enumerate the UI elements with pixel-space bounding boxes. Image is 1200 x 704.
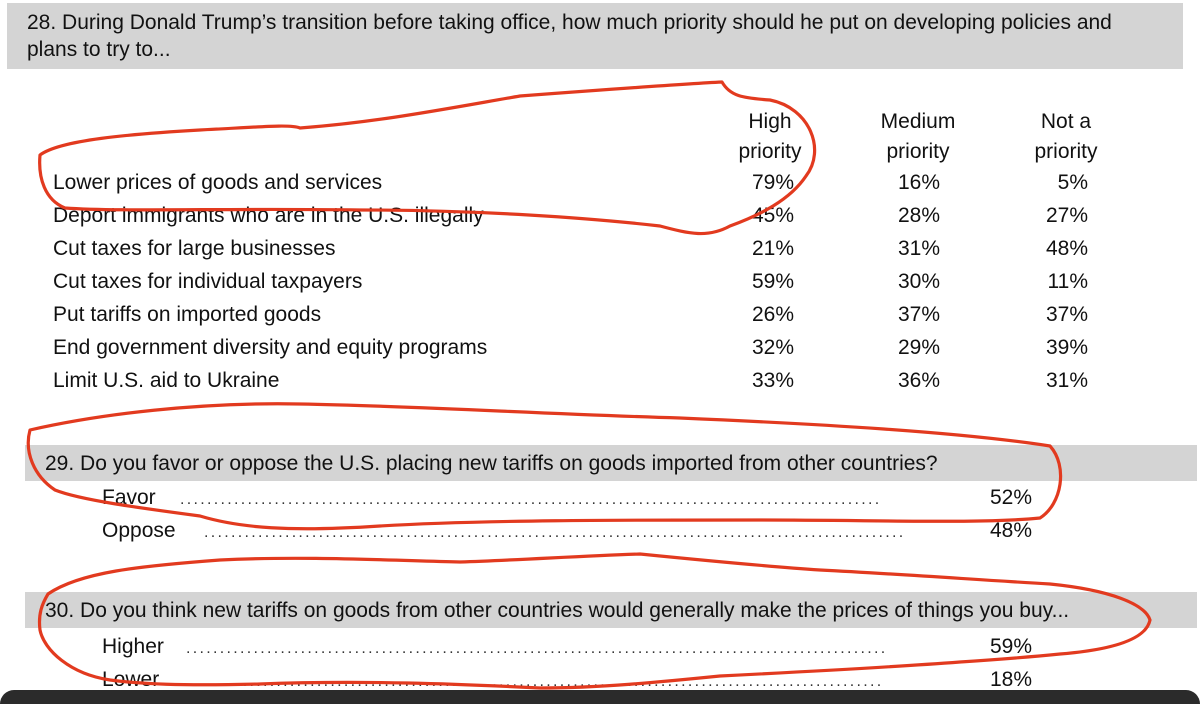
table-row: End government diversity and equity prog…: [0, 333, 1200, 363]
bottom-device-edge: [0, 690, 1200, 704]
table-row: Cut taxes for individual taxpayers 59% 3…: [0, 267, 1200, 297]
question-29-header: 29. Do you favor or oppose the U.S. plac…: [25, 445, 1197, 481]
column-header-line2: priority: [886, 140, 950, 163]
table-row: Limit U.S. aid to Ukraine 33% 36% 31%: [0, 366, 1200, 396]
not-priority-value: 5%: [1057, 171, 1088, 194]
high-priority-value: 21%: [751, 237, 794, 260]
dot-leader: ........................................…: [180, 491, 882, 508]
row-label: Limit U.S. aid to Ukraine: [53, 369, 280, 392]
question-30-text: 30. Do you think new tariffs on goods fr…: [45, 599, 1070, 622]
row-label: Cut taxes for individual taxpayers: [53, 270, 363, 293]
answer-label: Favor: [102, 486, 156, 509]
column-header-line2: priority: [738, 140, 802, 163]
question-30-header: 30. Do you think new tariffs on goods fr…: [25, 592, 1197, 628]
high-priority-value: 33%: [751, 369, 794, 392]
table-row: Lower prices of goods and services 79% 1…: [0, 168, 1200, 198]
not-priority-value: 39%: [1045, 336, 1088, 359]
medium-priority-value: 16%: [897, 171, 940, 194]
answer-label: Oppose: [102, 519, 176, 542]
column-header-line1: Medium: [880, 110, 956, 133]
table-row: Put tariffs on imported goods 26% 37% 37…: [0, 300, 1200, 330]
question-28-text: 28. During Donald Trump’s transition bef…: [27, 11, 1112, 61]
medium-priority-value: 36%: [897, 369, 940, 392]
column-header-line2: priority: [1034, 140, 1098, 163]
medium-priority-value: 28%: [897, 204, 940, 227]
high-priority-value: 45%: [751, 204, 794, 227]
not-priority-value: 11%: [1047, 270, 1088, 293]
table-row: Cut taxes for large businesses 21% 31% 4…: [0, 234, 1200, 264]
answer-row-higher: Higher .................................…: [0, 632, 1200, 662]
dot-leader: ........................................…: [186, 640, 888, 657]
table-row: Deport immigrants who are in the U.S. il…: [0, 201, 1200, 231]
answer-value: 52%: [989, 486, 1032, 509]
medium-priority-value: 30%: [897, 270, 940, 293]
dot-leader: ........................................…: [204, 524, 906, 541]
medium-priority-value: 29%: [897, 336, 940, 359]
column-header-not-a-priority: Not a priority: [991, 107, 1141, 167]
not-priority-value: 31%: [1045, 369, 1088, 392]
high-priority-value: 59%: [751, 270, 794, 293]
high-priority-value: 32%: [751, 336, 794, 359]
row-label: Cut taxes for large businesses: [53, 237, 336, 260]
row-label: Put tariffs on imported goods: [53, 303, 322, 326]
high-priority-value: 79%: [751, 171, 794, 194]
not-priority-value: 37%: [1045, 303, 1088, 326]
row-label: Deport immigrants who are in the U.S. il…: [53, 204, 484, 227]
column-header-line1: High: [748, 110, 792, 133]
answer-row-oppose: Oppose .................................…: [0, 516, 1200, 546]
medium-priority-value: 37%: [897, 303, 940, 326]
question-29-text: 29. Do you favor or oppose the U.S. plac…: [45, 452, 938, 475]
answer-value: 48%: [989, 519, 1032, 542]
column-header-high-priority: High priority: [695, 107, 845, 167]
high-priority-value: 26%: [751, 303, 794, 326]
medium-priority-value: 31%: [897, 237, 940, 260]
question-28-header: 28. During Donald Trump’s transition bef…: [7, 3, 1183, 69]
column-header-medium-priority: Medium priority: [843, 107, 993, 167]
not-priority-value: 27%: [1045, 204, 1088, 227]
answer-value: 59%: [989, 635, 1032, 658]
answer-row-favor: Favor ..................................…: [0, 483, 1200, 513]
column-header-line1: Not a: [1040, 110, 1092, 133]
answer-label: Higher: [102, 635, 164, 658]
row-label: Lower prices of goods and services: [53, 171, 383, 194]
not-priority-value: 48%: [1045, 237, 1088, 260]
row-label: End government diversity and equity prog…: [53, 336, 488, 359]
